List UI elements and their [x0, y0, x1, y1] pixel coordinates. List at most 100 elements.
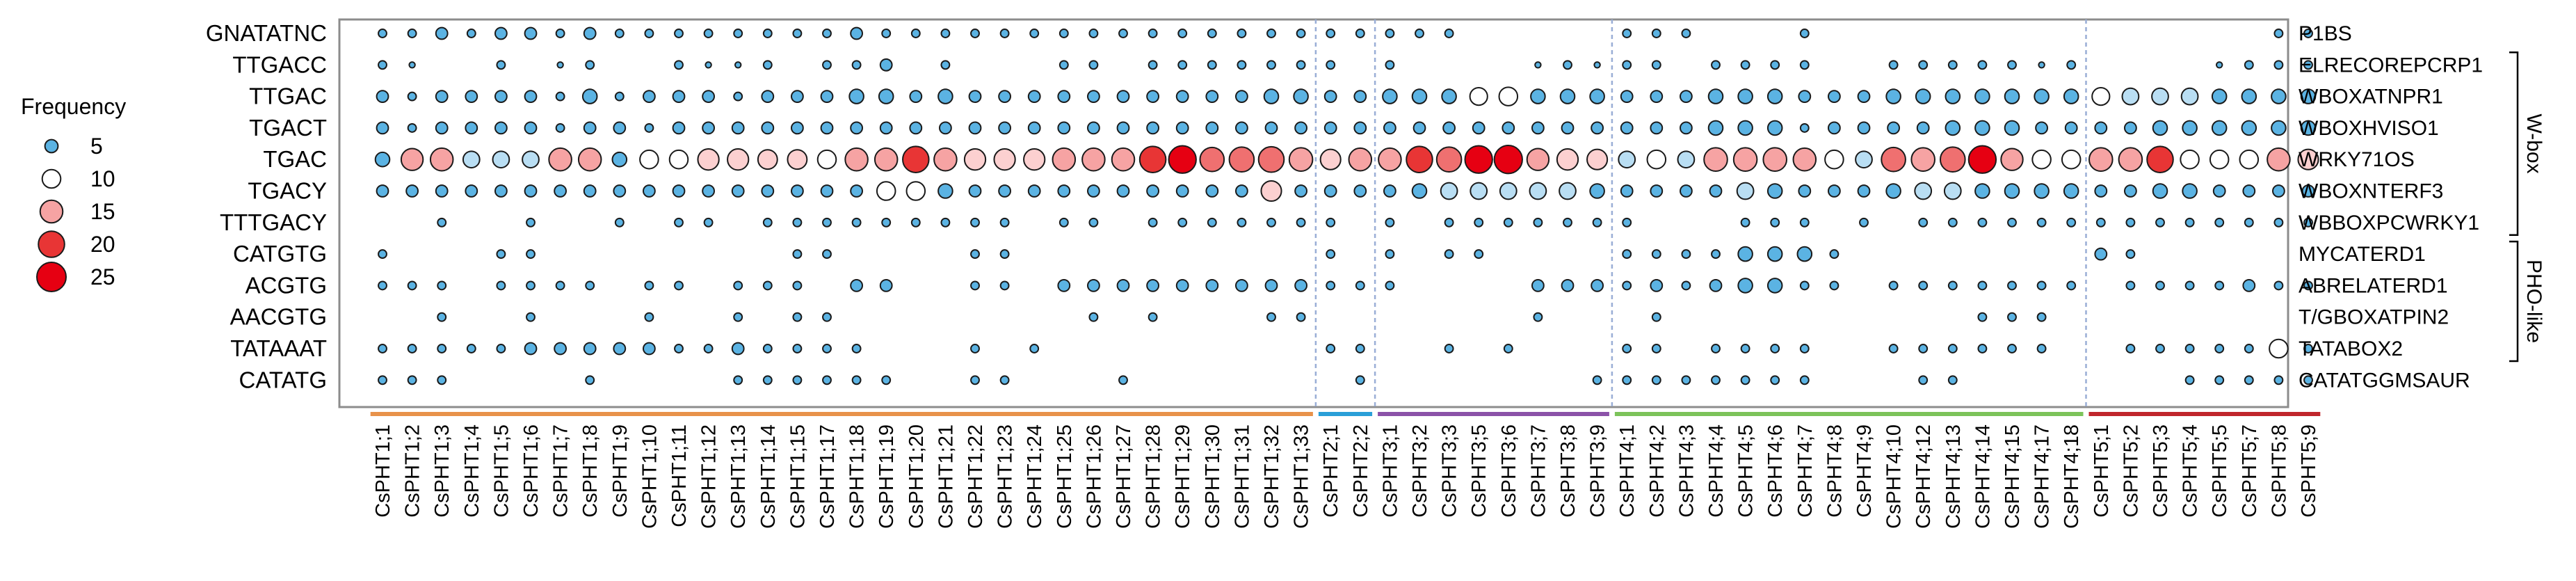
- bubble: [613, 342, 627, 356]
- bubble: [703, 344, 714, 353]
- plot-frame: [338, 18, 2321, 416]
- bubble: [999, 375, 1010, 385]
- bubble: [1855, 150, 1873, 169]
- bubble: [1711, 375, 1721, 385]
- bubble: [734, 61, 742, 69]
- bubble: [2180, 149, 2200, 170]
- bubble: [937, 88, 953, 104]
- bubble: [1737, 120, 1753, 136]
- bubble: [2303, 375, 2313, 385]
- bubble: [2303, 344, 2313, 353]
- bubble: [2300, 120, 2317, 136]
- bubble: [524, 184, 538, 198]
- bubble: [1205, 184, 1219, 198]
- motif-label: P1BS: [2299, 22, 2352, 45]
- bubble: [614, 29, 625, 38]
- column-label: CsPHT5;9: [2298, 424, 2320, 518]
- bubble: [1385, 60, 1395, 70]
- motif-label: ABRELATERD1: [2299, 274, 2448, 297]
- bubble: [1088, 60, 1099, 70]
- bubble: [2063, 88, 2079, 104]
- bubble: [437, 375, 447, 385]
- bubble: [1736, 182, 1755, 200]
- bubble: [1148, 312, 1158, 322]
- bubble: [2303, 280, 2313, 291]
- bubble: [1531, 279, 1545, 292]
- bubble: [1296, 217, 1306, 228]
- bubble: [1828, 90, 1841, 104]
- bubble: [1799, 217, 1810, 228]
- bubble: [1533, 217, 1543, 228]
- bubble: [1622, 375, 1632, 385]
- bubble: [494, 90, 508, 104]
- bubble: [1888, 280, 1899, 291]
- bubble: [1709, 279, 1723, 292]
- bubble: [585, 60, 595, 70]
- column-label: CsPHT1;23: [995, 424, 1017, 529]
- bubble: [674, 60, 684, 70]
- bubble: [1563, 217, 1572, 228]
- bubble: [2211, 88, 2228, 104]
- bubble: [791, 121, 804, 135]
- bubble: [1177, 217, 1188, 228]
- bubble: [2125, 344, 2136, 353]
- bubble: [968, 90, 982, 104]
- column-label: CsPHT4;6: [1764, 424, 1787, 518]
- bubble: [1620, 90, 1634, 104]
- column-label: CsPHT1;3: [431, 424, 453, 518]
- bubble: [1620, 121, 1634, 135]
- bubble: [639, 149, 659, 170]
- bubble: [963, 148, 987, 171]
- bubble: [1323, 121, 1337, 135]
- bubble: [1385, 280, 1395, 291]
- bubble: [1175, 279, 1189, 292]
- bubble: [1138, 145, 1167, 173]
- bubble: [1622, 280, 1632, 291]
- bubble: [466, 344, 476, 353]
- bubble: [2267, 147, 2291, 172]
- bubble: [902, 145, 930, 173]
- column-label: CsPHT1;17: [816, 424, 839, 529]
- bubble: [1146, 279, 1159, 292]
- bubble: [1947, 344, 1958, 353]
- bubble: [1592, 375, 1602, 385]
- bubble: [1205, 279, 1219, 292]
- bubble: [1766, 246, 1783, 262]
- bubble: [1442, 121, 1456, 135]
- row-label: TTGACC: [232, 51, 327, 77]
- bubble: [1057, 279, 1071, 292]
- column-label: CsPHT1;5: [490, 424, 513, 518]
- bubble: [554, 342, 567, 356]
- bubble: [1799, 375, 1810, 385]
- bubble: [1228, 146, 1255, 173]
- bubble: [435, 121, 449, 135]
- bubble: [1561, 279, 1575, 292]
- bubble: [1859, 217, 1869, 228]
- bubble: [1235, 121, 1248, 135]
- bubble: [1088, 312, 1099, 322]
- bubble: [1559, 182, 1577, 200]
- bubble: [1435, 146, 1463, 173]
- bubble: [526, 249, 536, 260]
- bubble: [583, 342, 597, 356]
- column-label: CsPHT1;22: [965, 424, 987, 529]
- bubble: [851, 375, 862, 385]
- bubble: [1237, 217, 1247, 228]
- bubble: [1288, 147, 1314, 172]
- bubble: [1411, 88, 1428, 104]
- bubble: [2004, 183, 2020, 199]
- bubble: [2214, 375, 2225, 385]
- bubble: [1441, 88, 1457, 104]
- bubble: [2300, 88, 2317, 104]
- bubble: [643, 90, 656, 104]
- column-label: CsPHT5;7: [2239, 424, 2261, 518]
- bubble: [2214, 344, 2225, 353]
- column-label: CsPHT4;10: [1883, 424, 1906, 529]
- bubble: [2152, 183, 2168, 199]
- bubble: [1088, 217, 1099, 228]
- bubble: [1383, 121, 1396, 135]
- bubble: [822, 312, 832, 322]
- motif-label: MYCATERD1: [2299, 243, 2426, 266]
- bubble: [2182, 183, 2198, 199]
- bubble: [1916, 121, 1930, 135]
